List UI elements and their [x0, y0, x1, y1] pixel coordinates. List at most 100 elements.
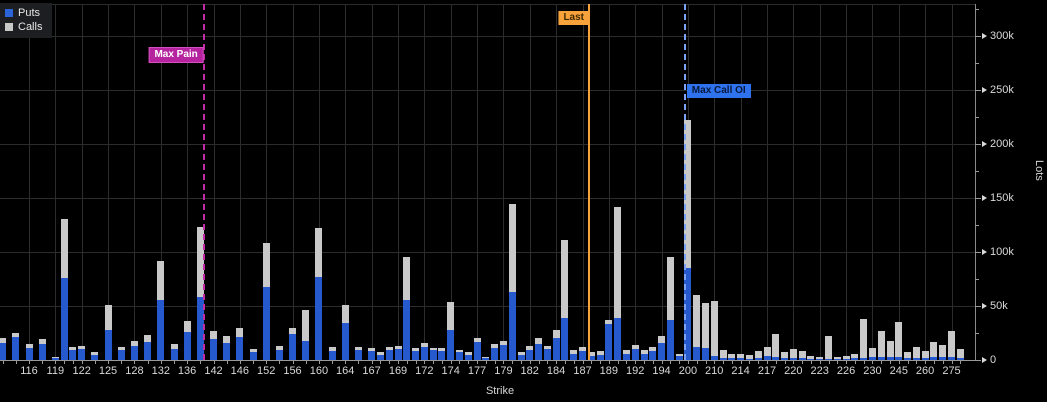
calls-bar-116[interactable] — [25, 343, 33, 349]
calls-bar-160[interactable] — [315, 228, 323, 277]
puts-bar-132[interactable] — [157, 299, 165, 360]
calls-bar[interactable] — [930, 341, 938, 357]
legend-item-puts[interactable]: Puts — [5, 6, 42, 20]
puts-bar[interactable] — [12, 337, 20, 360]
calls-bar[interactable] — [403, 257, 411, 300]
calls-bar[interactable] — [754, 351, 762, 358]
puts-bar-187[interactable] — [579, 351, 586, 360]
puts-bar[interactable] — [860, 357, 868, 360]
calls-bar[interactable] — [438, 348, 446, 352]
puts-bar-214[interactable] — [737, 357, 745, 360]
puts-bar[interactable] — [587, 355, 595, 360]
puts-bar-200[interactable] — [684, 268, 692, 360]
calls-bar[interactable] — [385, 347, 393, 351]
puts-bar[interactable] — [666, 320, 674, 360]
puts-bar-210[interactable] — [710, 355, 718, 360]
puts-bar[interactable] — [302, 340, 310, 360]
calls-bar[interactable] — [833, 356, 841, 359]
puts-bar[interactable] — [904, 357, 912, 360]
puts-bar-182[interactable] — [526, 350, 534, 360]
calls-bar[interactable] — [745, 354, 753, 359]
calls-bar[interactable] — [535, 338, 542, 344]
calls-bar-164[interactable] — [341, 304, 349, 324]
calls-bar-182[interactable] — [526, 345, 534, 351]
puts-bar-116[interactable] — [25, 348, 33, 360]
puts-bar-169[interactable] — [394, 349, 402, 360]
calls-bar[interactable] — [275, 345, 283, 351]
calls-bar[interactable] — [91, 352, 99, 355]
puts-bar[interactable] — [482, 357, 490, 360]
calls-bar-200[interactable] — [684, 120, 692, 269]
calls-bar[interactable] — [851, 353, 859, 358]
calls-bar[interactable] — [587, 352, 595, 356]
puts-bar-220[interactable] — [789, 357, 797, 360]
calls-bar[interactable] — [69, 347, 77, 351]
puts-bar[interactable] — [825, 358, 832, 360]
calls-bar[interactable] — [302, 310, 310, 341]
calls-bar[interactable] — [482, 356, 490, 358]
puts-bar[interactable] — [403, 299, 411, 360]
puts-bar[interactable] — [754, 357, 762, 360]
calls-bar[interactable] — [249, 349, 257, 353]
puts-bar[interactable] — [649, 351, 657, 360]
puts-bar[interactable] — [38, 343, 46, 360]
puts-bar[interactable] — [930, 356, 938, 360]
puts-bar[interactable] — [385, 350, 393, 360]
puts-bar-122[interactable] — [78, 349, 86, 360]
puts-bar-217[interactable] — [763, 355, 771, 360]
puts-bar[interactable] — [60, 277, 68, 360]
calls-bar[interactable] — [596, 351, 604, 355]
puts-bar[interactable] — [781, 357, 788, 360]
calls-bar[interactable] — [429, 348, 437, 351]
puts-bar-230[interactable] — [868, 356, 876, 360]
calls-bar[interactable] — [354, 347, 362, 351]
puts-bar[interactable] — [535, 343, 542, 360]
calls-bar[interactable] — [622, 350, 630, 354]
calls-bar[interactable] — [455, 350, 463, 353]
puts-bar-275[interactable] — [948, 356, 955, 360]
puts-bar[interactable] — [939, 356, 947, 360]
calls-bar-179[interactable] — [499, 340, 507, 345]
calls-bar-152[interactable] — [262, 243, 270, 287]
puts-bar-223[interactable] — [816, 358, 824, 360]
calls-bar[interactable] — [904, 352, 912, 358]
puts-bar[interactable] — [745, 358, 753, 360]
calls-bar[interactable] — [517, 352, 525, 355]
calls-bar[interactable] — [798, 351, 806, 358]
puts-bar-146[interactable] — [236, 337, 244, 360]
puts-bar[interactable] — [675, 355, 683, 360]
puts-bar-160[interactable] — [315, 276, 323, 360]
puts-bar[interactable] — [772, 356, 780, 360]
calls-bar-177[interactable] — [473, 338, 481, 342]
puts-bar[interactable] — [429, 350, 437, 360]
puts-bar-128[interactable] — [130, 345, 138, 360]
puts-bar[interactable] — [275, 350, 283, 360]
puts-bar-172[interactable] — [420, 347, 428, 360]
calls-bar-214[interactable] — [737, 353, 745, 358]
puts-bar[interactable] — [877, 356, 885, 360]
calls-bar-220[interactable] — [789, 349, 797, 358]
calls-bar-156[interactable] — [289, 327, 296, 335]
calls-bar[interactable] — [60, 218, 68, 278]
calls-bar[interactable] — [807, 355, 815, 359]
puts-bar[interactable] — [798, 357, 806, 360]
calls-bar-230[interactable] — [868, 348, 876, 357]
puts-bar-177[interactable] — [473, 341, 481, 360]
calls-bar[interactable] — [912, 347, 920, 358]
puts-bar[interactable] — [491, 348, 499, 360]
calls-bar[interactable] — [328, 347, 336, 352]
puts-bar-179[interactable] — [499, 344, 507, 360]
calls-bar[interactable] — [561, 240, 569, 318]
puts-bar[interactable] — [0, 342, 7, 360]
puts-bar[interactable] — [833, 358, 841, 360]
calls-bar-125[interactable] — [104, 304, 112, 330]
puts-bar-226[interactable] — [842, 358, 850, 360]
puts-bar-184[interactable] — [552, 338, 560, 360]
calls-bar-223[interactable] — [816, 356, 824, 359]
puts-bar-189[interactable] — [605, 324, 613, 360]
calls-bar[interactable] — [719, 350, 727, 358]
calls-bar-172[interactable] — [420, 342, 428, 348]
puts-bar[interactable] — [69, 350, 77, 360]
calls-bar[interactable] — [117, 347, 125, 351]
puts-bar[interactable] — [640, 353, 648, 360]
